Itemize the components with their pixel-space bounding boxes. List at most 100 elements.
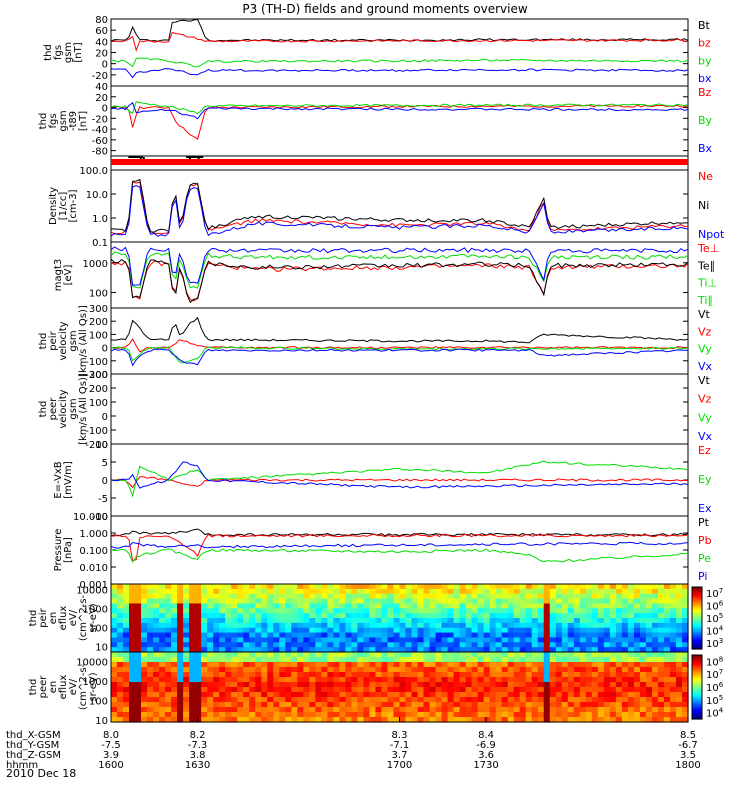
heatmap-cell xyxy=(675,707,683,713)
heatmap-cell xyxy=(585,588,593,595)
heatmap-cell xyxy=(333,622,340,629)
heatmap-cell xyxy=(405,588,413,595)
heatmap-cell xyxy=(225,608,232,614)
colorbar-step xyxy=(692,590,702,593)
heatmap-cell xyxy=(561,632,569,639)
heatmap-cell xyxy=(447,667,455,673)
heatmap-cell xyxy=(615,608,623,614)
heatmap-cell xyxy=(387,593,395,600)
heatmap-cell xyxy=(363,642,371,648)
heatmap-cell xyxy=(447,642,455,648)
heatmap-cell xyxy=(363,593,371,600)
heatmap-cell xyxy=(357,627,365,634)
heatmap-cell xyxy=(189,603,196,609)
heatmap-cell xyxy=(519,657,527,663)
heatmap-cell xyxy=(285,613,292,619)
heatmap-cell xyxy=(537,707,545,713)
heatmap-cell xyxy=(315,598,322,605)
heatmap-cell xyxy=(663,687,671,693)
heatmap-cell xyxy=(171,598,178,605)
heatmap-cell xyxy=(249,608,256,614)
heatmap-cell xyxy=(135,598,142,605)
heatmap-cell xyxy=(549,627,557,634)
heatmap-cell xyxy=(285,662,292,668)
heatmap-cell xyxy=(591,652,599,658)
heatmap-cell xyxy=(177,717,184,723)
heatmap-cell xyxy=(507,687,515,693)
colorbar-step xyxy=(692,607,702,610)
heatmap-cell xyxy=(345,677,353,683)
heatmap-cell xyxy=(555,637,563,643)
heatmap-cell xyxy=(429,603,437,609)
heatmap-cell xyxy=(321,593,328,600)
heatmap-cell xyxy=(561,717,569,723)
heatmap-cell xyxy=(417,603,425,609)
heatmap-cell xyxy=(117,692,124,698)
heatmap-cell xyxy=(285,618,292,624)
heatmap-cell xyxy=(165,613,172,619)
heatmap-cell xyxy=(399,618,407,624)
heatmap-cell xyxy=(447,697,455,703)
heatmap-cell xyxy=(279,657,286,663)
heatmap-cell xyxy=(495,603,503,609)
heatmap-cell xyxy=(267,652,274,658)
colorbar-step xyxy=(692,666,702,669)
heatmap-cell xyxy=(225,657,232,663)
heatmap-cell xyxy=(435,717,443,723)
heatmap-cell xyxy=(285,682,292,688)
heatmap-cell xyxy=(285,667,292,673)
heatmap-cell xyxy=(567,647,575,653)
heatmap-cell xyxy=(339,682,347,688)
heatmap-cell xyxy=(627,642,635,648)
heatmap-cell xyxy=(363,682,371,688)
heatmap-cell xyxy=(387,662,395,668)
heatmap-cell xyxy=(471,627,479,634)
heatmap-cell xyxy=(237,662,244,668)
heatmap-cell xyxy=(645,697,653,703)
heatmap-cell xyxy=(387,584,395,590)
heatmap-cell xyxy=(471,603,479,609)
heatmap-cell xyxy=(501,584,509,590)
heatmap-cell xyxy=(303,593,310,600)
heatmap-cell xyxy=(417,632,425,639)
heatmap-cell xyxy=(483,677,491,683)
heatmap-cell xyxy=(279,627,286,634)
heatmap-cell xyxy=(183,637,190,643)
heatmap-cell xyxy=(531,687,539,693)
heatmap-cell xyxy=(597,697,605,703)
heatmap-cell xyxy=(375,627,383,634)
heatmap-cell xyxy=(639,608,647,614)
heatmap-cell xyxy=(681,613,689,619)
heatmap-cell xyxy=(621,712,629,718)
heatmap-cell xyxy=(261,707,268,713)
heatmap-cell xyxy=(651,613,659,619)
heatmap-cell xyxy=(591,588,599,595)
heatmap-cell xyxy=(177,588,184,595)
heatmap-cell xyxy=(411,672,419,678)
heatmap-cell xyxy=(291,593,298,600)
heatmap-cell xyxy=(537,642,545,648)
heatmap-cell xyxy=(567,657,575,663)
heatmap-cell xyxy=(483,707,491,713)
heatmap-cell xyxy=(285,692,292,698)
heatmap-cell xyxy=(507,662,515,668)
colorbar-step xyxy=(692,608,702,611)
heatmap-cell xyxy=(663,593,671,600)
y-tick-label: 10 xyxy=(95,440,108,451)
heatmap-cell xyxy=(309,657,316,663)
heatmap-cell xyxy=(243,642,250,648)
heatmap-cell xyxy=(381,702,389,708)
heatmap-cell xyxy=(249,697,256,703)
colorbar-step xyxy=(692,703,702,706)
y-tick-label: 0 xyxy=(102,476,108,487)
heatmap-cell xyxy=(309,613,316,619)
heatmap-cell xyxy=(207,717,214,723)
heatmap-cell xyxy=(573,642,581,648)
heatmap-cell xyxy=(543,588,551,595)
heatmap-cell xyxy=(285,652,292,658)
heatmap-cell xyxy=(471,647,479,653)
heatmap-cell xyxy=(639,702,647,708)
heatmap-cell xyxy=(351,677,359,683)
heatmap-cell xyxy=(477,677,485,683)
